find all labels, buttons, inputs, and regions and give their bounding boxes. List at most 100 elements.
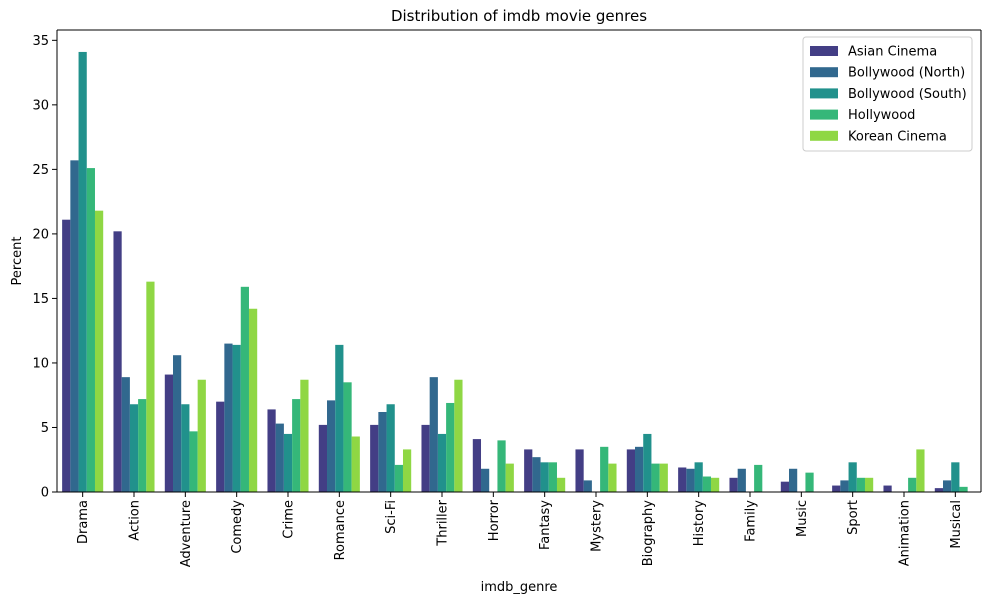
bar bbox=[386, 404, 395, 492]
x-tick-label: Drama bbox=[76, 500, 91, 544]
bar bbox=[481, 468, 490, 492]
bar bbox=[524, 449, 533, 492]
x-tick-label: Thriller bbox=[436, 499, 451, 546]
bar bbox=[686, 468, 695, 492]
x-tick-label: Mystery bbox=[590, 500, 605, 552]
bar bbox=[556, 477, 566, 492]
y-tick-label: 0 bbox=[41, 486, 49, 501]
bar bbox=[275, 423, 284, 492]
bar bbox=[959, 486, 968, 492]
bar bbox=[789, 468, 798, 492]
bar bbox=[575, 449, 584, 492]
bar bbox=[292, 399, 301, 492]
bar bbox=[267, 409, 276, 492]
bar bbox=[138, 399, 147, 492]
bar bbox=[832, 485, 841, 492]
legend-label: Hollywood bbox=[848, 108, 915, 123]
legend-label: Bollywood (North) bbox=[848, 66, 965, 81]
bar bbox=[943, 480, 952, 492]
bar bbox=[754, 464, 763, 492]
bar bbox=[70, 160, 79, 492]
legend-label: Bollywood (South) bbox=[848, 87, 967, 102]
bar bbox=[710, 477, 720, 492]
bar bbox=[864, 477, 874, 492]
bar bbox=[121, 377, 130, 492]
x-tick-label: Musical bbox=[949, 500, 964, 549]
legend-swatch bbox=[810, 46, 838, 56]
y-axis-label: Percent bbox=[10, 237, 25, 286]
bar bbox=[505, 463, 514, 492]
bar bbox=[216, 401, 225, 492]
x-tick-label: Biography bbox=[641, 500, 656, 567]
x-tick-label: Fantasy bbox=[538, 500, 553, 550]
x-axis-label: imdb_genre bbox=[481, 580, 558, 595]
bar bbox=[497, 440, 506, 492]
bar bbox=[189, 431, 198, 492]
legend-label: Korean Cinema bbox=[848, 129, 947, 144]
axes-layer: 0 5 10 15 20 25 30 35 Drama Action Adventure Comedy… bbox=[32, 29, 982, 567]
bar bbox=[351, 436, 360, 492]
bar bbox=[113, 231, 122, 492]
x-tick-label: Adventure bbox=[179, 500, 194, 567]
bar bbox=[883, 485, 892, 492]
bar bbox=[951, 462, 960, 492]
bar bbox=[283, 433, 293, 492]
bar bbox=[402, 449, 412, 492]
bar bbox=[848, 462, 857, 492]
bar bbox=[421, 424, 430, 492]
bar bbox=[86, 168, 95, 492]
bar bbox=[327, 400, 336, 492]
chart-title: Distribution of imdb movie genres bbox=[391, 7, 647, 25]
x-tick-label: Horror bbox=[487, 499, 502, 541]
bar bbox=[840, 480, 849, 492]
x-tick-label: History bbox=[692, 500, 707, 547]
bar bbox=[600, 446, 609, 492]
x-tick-label: Crime bbox=[282, 500, 297, 539]
bar bbox=[173, 355, 182, 492]
y-tick-label: 10 bbox=[32, 356, 49, 371]
bar bbox=[472, 439, 482, 492]
bar bbox=[370, 424, 379, 492]
bar bbox=[737, 468, 746, 492]
bar bbox=[635, 446, 644, 492]
bar bbox=[78, 51, 87, 492]
x-tick-label: Comedy bbox=[230, 500, 245, 554]
bar bbox=[856, 477, 865, 492]
x-tick-label: Family bbox=[744, 500, 759, 542]
y-tick-label: 35 bbox=[32, 34, 49, 49]
bar bbox=[197, 379, 206, 492]
x-tick-label: Animation bbox=[898, 500, 913, 566]
bar bbox=[181, 404, 190, 492]
bar bbox=[164, 374, 174, 492]
bar bbox=[532, 457, 541, 492]
bar bbox=[643, 433, 652, 492]
y-tick-label: 25 bbox=[32, 163, 49, 178]
bar bbox=[129, 404, 139, 492]
y-tick-label: 30 bbox=[32, 98, 49, 113]
bar bbox=[934, 488, 944, 492]
bar bbox=[240, 286, 249, 492]
x-tick-label: Romance bbox=[333, 500, 348, 560]
bar bbox=[908, 477, 917, 492]
bar bbox=[651, 463, 660, 492]
y-tick-label: 5 bbox=[41, 421, 49, 436]
bar bbox=[608, 463, 617, 492]
y-tick-label: 20 bbox=[32, 227, 49, 242]
bar bbox=[429, 377, 438, 492]
bar bbox=[729, 477, 738, 492]
bar bbox=[248, 308, 258, 492]
x-tick-label: Sport bbox=[846, 500, 861, 535]
bar bbox=[583, 480, 592, 492]
legend-swatch bbox=[810, 88, 838, 99]
bar bbox=[378, 411, 387, 492]
x-tick-label: Music bbox=[795, 500, 810, 537]
bar bbox=[702, 476, 711, 492]
bar bbox=[454, 379, 463, 492]
bar bbox=[318, 424, 328, 492]
bar bbox=[343, 382, 352, 492]
x-tick-label: Action bbox=[128, 500, 143, 541]
bar bbox=[678, 467, 687, 492]
bar bbox=[694, 462, 703, 492]
bar bbox=[626, 449, 636, 492]
